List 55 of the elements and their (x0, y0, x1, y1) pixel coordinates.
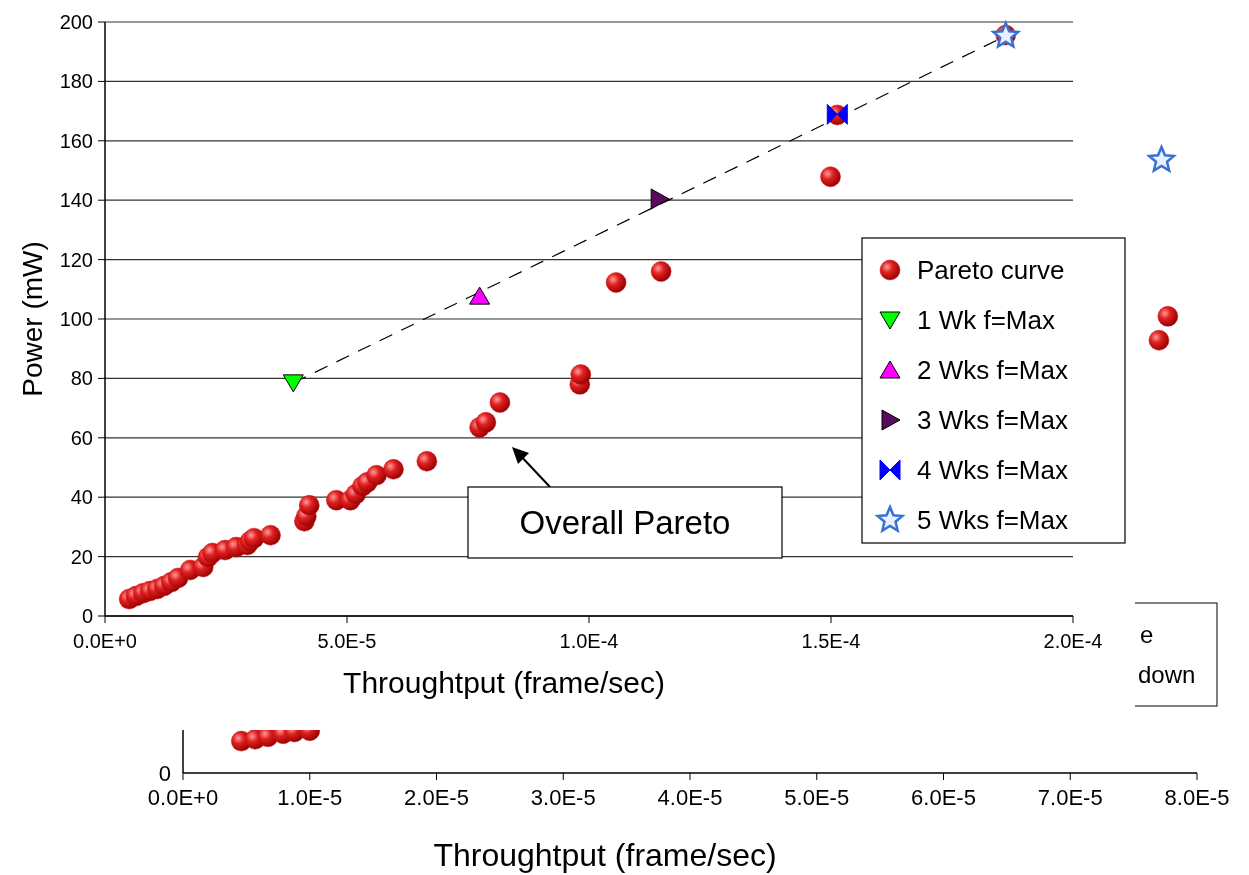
x-tick-label: 3.0E-5 (530, 785, 596, 810)
point (570, 364, 592, 385)
x-tick-label: 1.5E-4 (801, 630, 861, 652)
point (605, 272, 627, 293)
x-tick-label: 5.0E-5 (784, 785, 850, 810)
legend-label: Pareto curve (917, 255, 1065, 285)
point (489, 392, 511, 413)
x-axis-title: Throughtput (frame/sec) (343, 666, 665, 699)
point (299, 494, 320, 516)
x-tick-label: 7.0E-5 (1037, 785, 1103, 810)
y-tick-label: 160 (59, 129, 93, 152)
point (1157, 306, 1179, 327)
legend-label: 5 Wks f=Max (917, 505, 1068, 535)
point (1148, 329, 1170, 351)
legend-label: 3 Wks f=Max (917, 405, 1068, 435)
legend-label: 4 Wks f=Max (917, 455, 1068, 485)
y-tick-label: 0 (81, 605, 93, 627)
x-axis-title: Throughtput (frame/sec) (433, 837, 777, 873)
point (820, 166, 841, 187)
y-tick-label: 140 (59, 189, 93, 212)
point (1147, 145, 1176, 172)
legend-label: 1 Wk f=Max (917, 305, 1055, 335)
x-tick-label: 8.0E-5 (1164, 785, 1230, 810)
x-tick-label: 5.0E-5 (317, 630, 377, 652)
x-tick-label: 6.0E-5 (911, 785, 976, 810)
point (650, 188, 670, 210)
point (383, 459, 404, 480)
point (366, 464, 387, 486)
y-tick-label: 60 (70, 426, 93, 449)
legend-label: 2 Wks f=Max (917, 355, 1068, 385)
x-tick-label: 4.0E-5 (657, 785, 723, 810)
point (282, 374, 304, 393)
point (650, 261, 672, 282)
y-tick-label: 120 (59, 248, 93, 271)
x-tick-label: 2.0E-5 (404, 785, 469, 810)
annotation: e (1140, 621, 1154, 648)
y-tick-label: 180 (59, 70, 93, 93)
x-tick-label: 1.0E-5 (277, 785, 343, 810)
y-tick-label: 80 (70, 367, 93, 390)
y-tick-label: 40 (70, 486, 93, 509)
x-tick-label: 2.0E-4 (1043, 630, 1103, 652)
annotation: Overall Pareto (519, 504, 731, 541)
annotation: down (1138, 661, 1196, 688)
x-tick-label: 0.0E+0 (147, 785, 219, 810)
text: 0 (158, 761, 171, 786)
point (416, 451, 438, 472)
y-tick-label: 200 (59, 11, 93, 33)
point (469, 286, 491, 305)
x-tick-label: 0.0E+0 (73, 630, 137, 652)
point (260, 524, 281, 546)
x-tick-label: 1.0E-4 (559, 630, 619, 652)
y-axis-title: Power (mW) (17, 241, 48, 397)
point (475, 412, 497, 433)
y-tick-label: 20 (70, 545, 93, 568)
y-tick-label: 100 (59, 308, 93, 330)
